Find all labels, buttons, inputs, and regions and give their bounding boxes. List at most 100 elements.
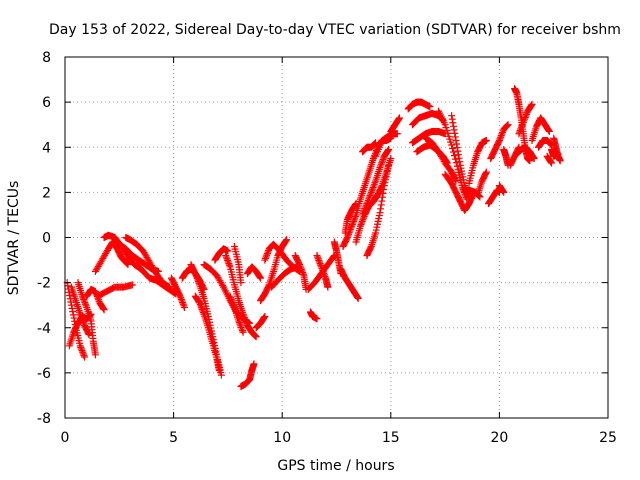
data-point — [240, 313, 248, 321]
data-point — [227, 294, 235, 302]
data-point — [354, 293, 362, 301]
data-track — [341, 200, 360, 237]
data-point — [65, 288, 73, 296]
data-point — [191, 270, 199, 278]
data-track — [441, 170, 477, 214]
data-point — [377, 160, 385, 168]
data-track — [243, 263, 264, 282]
data-point — [456, 158, 464, 166]
data-point — [351, 201, 359, 209]
data-point — [426, 103, 434, 111]
data-point — [237, 323, 245, 331]
data-point — [238, 327, 246, 335]
data-point — [451, 129, 459, 137]
data-point — [367, 244, 375, 252]
data-point — [545, 127, 553, 135]
data-point — [283, 236, 291, 244]
data-point — [100, 306, 108, 314]
data-point — [377, 205, 385, 213]
points-layer — [63, 85, 564, 390]
data-point — [91, 351, 99, 359]
data-point — [349, 219, 357, 227]
data-point — [297, 264, 305, 272]
data-point — [223, 255, 231, 263]
data-point — [237, 322, 245, 330]
data-point — [385, 146, 393, 154]
data-point — [195, 279, 203, 287]
data-point — [369, 184, 377, 192]
data-point — [387, 155, 395, 163]
data-point — [315, 256, 323, 264]
data-point — [80, 351, 88, 359]
data-track — [91, 238, 132, 275]
data-point — [261, 312, 269, 320]
data-track — [409, 127, 449, 147]
data-point — [318, 264, 326, 272]
data-point — [503, 121, 511, 129]
data-point — [68, 301, 76, 309]
data-point — [79, 294, 87, 302]
data-point — [81, 300, 89, 308]
data-point — [77, 313, 85, 321]
data-point — [358, 217, 366, 225]
data-point — [228, 297, 236, 305]
data-point — [516, 128, 524, 136]
data-point — [362, 203, 370, 211]
data-point — [79, 350, 87, 358]
data-point — [358, 219, 366, 227]
data-point — [482, 169, 490, 177]
data-point — [495, 136, 503, 144]
data-track — [474, 168, 490, 199]
data-point — [197, 302, 205, 310]
data-point — [348, 222, 356, 230]
data-point — [545, 126, 553, 134]
data-point — [320, 271, 328, 279]
data-point — [80, 295, 88, 303]
data-point — [370, 182, 378, 190]
data-point — [79, 317, 87, 325]
data-point — [217, 371, 225, 379]
data-point — [177, 295, 185, 303]
data-point — [448, 141, 456, 149]
data-point — [256, 273, 264, 281]
x-tick-label: 20 — [490, 430, 508, 446]
data-point — [241, 315, 249, 323]
data-point — [516, 126, 524, 134]
data-point — [347, 224, 355, 232]
data-point — [314, 253, 322, 261]
data-point — [454, 151, 462, 159]
data-point — [452, 136, 460, 144]
data-point — [521, 114, 529, 122]
data-point — [261, 254, 269, 262]
data-point — [68, 304, 76, 312]
data-point — [378, 197, 386, 205]
data-point — [315, 258, 323, 266]
data-point — [320, 269, 328, 277]
data-point — [345, 230, 353, 238]
data-point — [193, 274, 201, 282]
data-point — [124, 261, 132, 269]
data-point — [547, 158, 555, 166]
data-point — [299, 269, 307, 277]
data-point — [240, 312, 248, 320]
data-point — [393, 130, 401, 138]
data-track — [222, 252, 260, 341]
data-point — [229, 299, 237, 307]
data-point — [77, 343, 85, 351]
data-track — [465, 136, 490, 187]
x-axis-label: GPS time / hours — [277, 458, 394, 474]
data-point — [198, 304, 206, 312]
data-track — [68, 283, 93, 339]
data-point — [364, 198, 372, 206]
data-point — [380, 185, 388, 193]
data-point — [556, 157, 564, 165]
data-point — [500, 188, 508, 196]
data-point — [235, 319, 243, 327]
data-point — [224, 258, 232, 266]
data-point — [316, 260, 324, 268]
data-point — [79, 348, 87, 356]
data-point — [498, 130, 506, 138]
data-point — [79, 318, 87, 326]
data-point — [499, 128, 507, 136]
